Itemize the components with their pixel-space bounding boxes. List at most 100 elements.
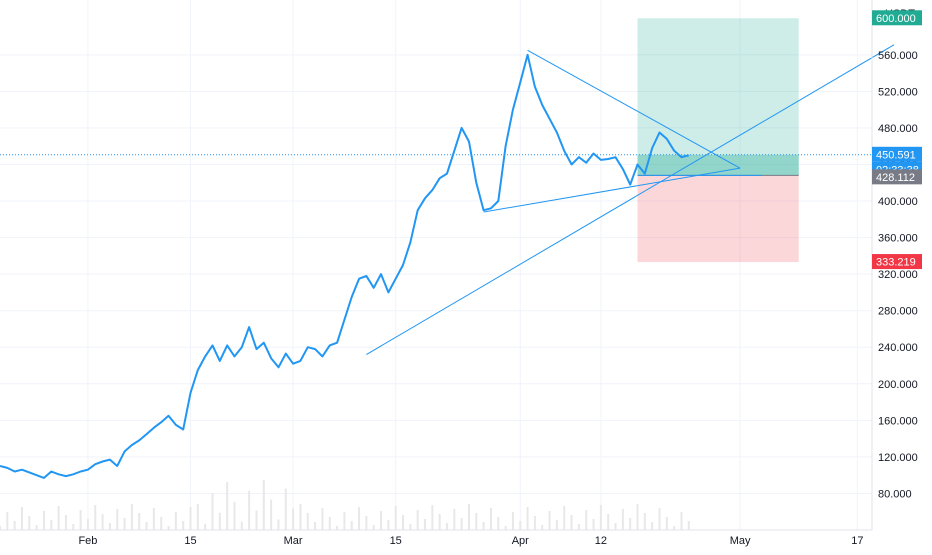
volume-bar	[263, 480, 265, 530]
y-tick-label: 200.000	[878, 379, 918, 391]
volume-bar	[248, 491, 250, 530]
y-tick-label: 360.000	[878, 233, 918, 245]
volume-bar	[475, 513, 477, 530]
volume-bar	[168, 526, 170, 530]
volume-bar	[571, 515, 573, 530]
volume-bar	[556, 520, 558, 530]
volume-bar	[615, 523, 617, 530]
volume-bar	[109, 523, 111, 530]
volume-bar	[637, 504, 639, 530]
volume-bar	[321, 508, 323, 530]
volume-bar	[226, 482, 228, 530]
price-line	[0, 55, 689, 478]
volume-bar	[453, 509, 455, 530]
volume-bars	[0, 480, 690, 530]
volume-bar	[673, 526, 675, 530]
volume-bar	[241, 522, 243, 530]
volume-bar	[50, 520, 52, 530]
volume-bar	[336, 526, 338, 530]
volume-bar	[534, 516, 536, 530]
price-badge-text: 450.591	[876, 149, 916, 161]
volume-bar	[644, 513, 646, 530]
volume-bar	[490, 508, 492, 530]
volume-bar	[94, 505, 96, 530]
volume-bar	[43, 511, 45, 530]
volume-bar	[409, 524, 411, 530]
volume-bar	[80, 510, 82, 530]
volume-bar	[417, 510, 419, 530]
volume-bar	[519, 521, 521, 530]
volume-bar	[87, 519, 89, 530]
volume-bar	[0, 526, 1, 530]
volume-bar	[307, 513, 309, 530]
loss-zone	[638, 175, 799, 262]
volume-bar	[622, 509, 624, 530]
volume-bar	[131, 504, 133, 530]
volume-bar	[36, 525, 38, 530]
volume-bar	[285, 489, 287, 530]
y-tick-label: 120.000	[878, 452, 918, 464]
volume-bar	[365, 516, 367, 530]
x-tick-label: Mar	[284, 535, 303, 547]
x-tick-label: May	[730, 535, 751, 547]
volume-bar	[72, 524, 74, 530]
volume-bar	[233, 502, 235, 530]
y-tick-label: 400.000	[878, 196, 918, 208]
volume-bar	[14, 521, 16, 530]
price-series[interactable]	[0, 55, 689, 478]
volume-bar	[373, 525, 375, 530]
x-tick-label: 17	[851, 535, 863, 547]
volume-bar	[680, 512, 682, 530]
volume-bar	[21, 507, 23, 530]
volume-bar	[461, 518, 463, 530]
volume-bar	[153, 508, 155, 530]
volume-bar	[160, 517, 162, 530]
x-tick-label: 15	[184, 535, 196, 547]
volume-bar	[527, 507, 529, 530]
volume-bar	[431, 505, 433, 530]
y-tick-label: 80.000	[878, 488, 912, 500]
volume-bar	[424, 519, 426, 530]
volume-bar	[439, 514, 441, 530]
volume-bar	[329, 517, 331, 530]
x-tick-label: 15	[390, 535, 402, 547]
x-tick-label: Apr	[512, 535, 529, 547]
volume-bar	[541, 525, 543, 530]
volume-bar	[6, 512, 8, 530]
y-tick-label: 480.000	[878, 123, 918, 135]
volume-bar	[102, 514, 104, 530]
volume-bar	[468, 504, 470, 530]
volume-bar	[512, 512, 514, 530]
volume-bar	[175, 512, 177, 530]
volume-bar	[563, 506, 565, 530]
y-tick-label: 280.000	[878, 306, 918, 318]
volume-bar	[204, 524, 206, 530]
volume-bar	[28, 516, 30, 530]
volume-bar	[651, 522, 653, 530]
volume-bar	[629, 518, 631, 530]
volume-bar	[182, 521, 184, 530]
volume-bar	[380, 511, 382, 530]
volume-bar	[578, 524, 580, 530]
volume-bar	[116, 509, 118, 530]
volume-bar	[212, 493, 214, 530]
volume-bar	[197, 504, 199, 530]
y-tick-label: 240.000	[878, 342, 918, 354]
price-badge-text: 428.112	[876, 172, 915, 184]
volume-bar	[65, 515, 67, 530]
price-badge-text: 600.000	[876, 13, 916, 25]
volume-bar	[688, 521, 690, 530]
volume-bar	[292, 508, 294, 530]
y-tick-label: 520.000	[878, 86, 918, 98]
volume-bar	[666, 517, 668, 530]
volume-bar	[402, 515, 404, 530]
volume-bar	[395, 506, 397, 530]
volume-bar	[446, 523, 448, 530]
y-tick-label: 560.000	[878, 50, 918, 62]
volume-bar	[585, 510, 587, 530]
x-tick-label: 12	[595, 535, 607, 547]
volume-bar	[607, 514, 609, 530]
volume-bar	[314, 522, 316, 530]
